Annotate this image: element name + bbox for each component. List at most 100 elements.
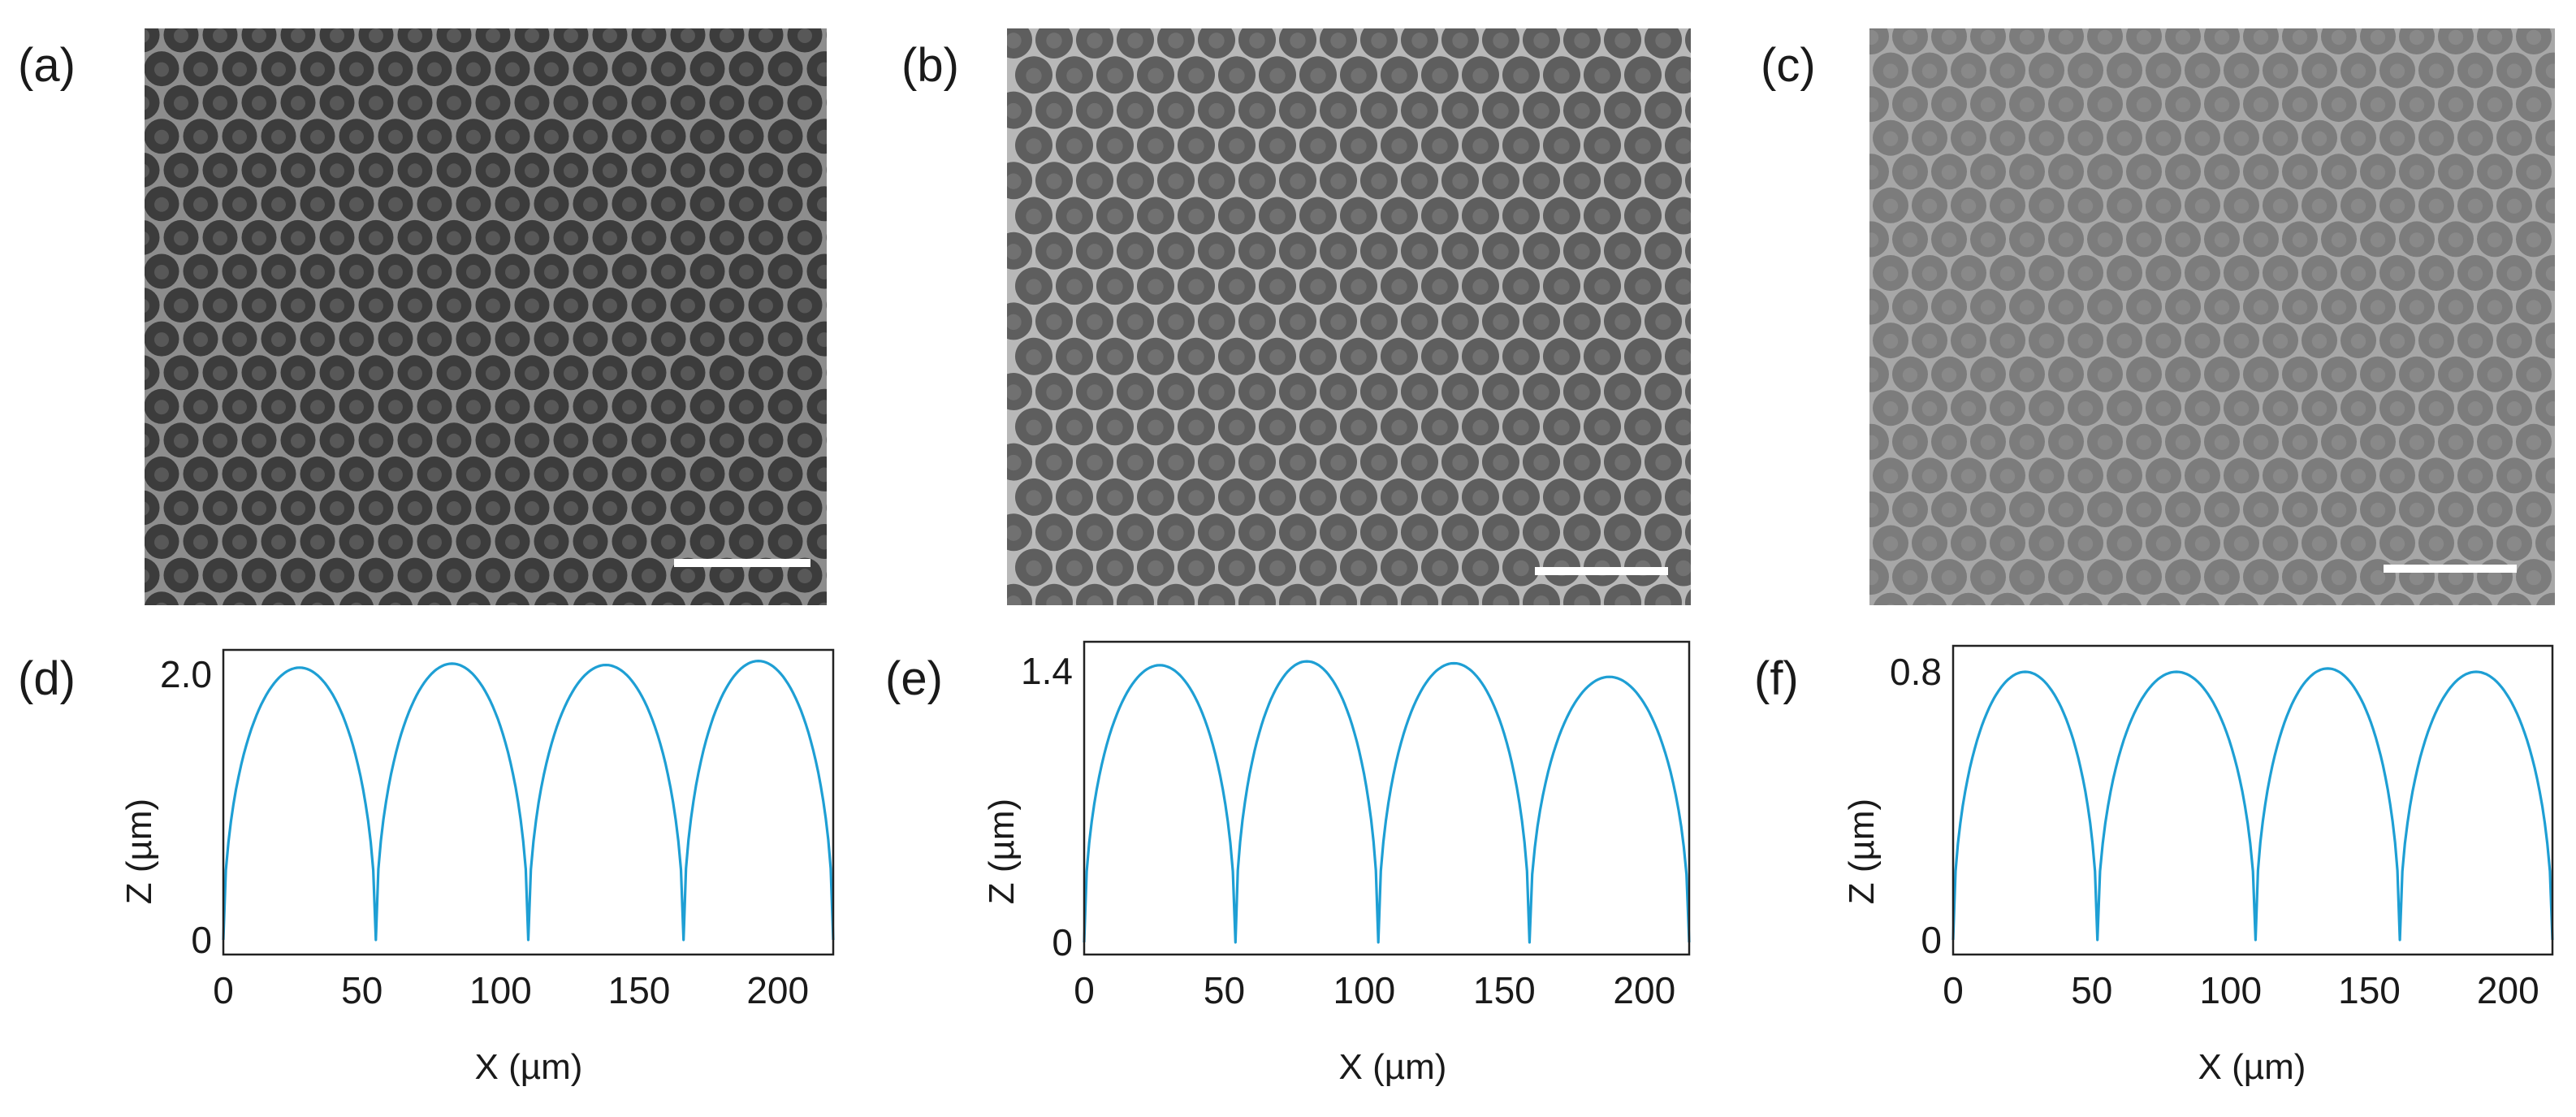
microlens <box>2457 255 2493 291</box>
microlens <box>1299 337 1337 375</box>
microlens-highlight <box>759 96 773 111</box>
microlens <box>280 557 316 593</box>
microlens <box>1117 373 1154 410</box>
microlens-highlight <box>2214 435 2230 450</box>
microlens <box>2282 491 2318 527</box>
microlens <box>1360 302 1398 340</box>
microlens-highlight <box>1960 63 1977 79</box>
microlens-highlight <box>2077 536 2094 552</box>
microlens-highlight <box>681 163 695 179</box>
microlens <box>1421 548 1459 587</box>
microlens-highlight <box>2019 165 2035 180</box>
microlens <box>709 422 745 458</box>
microlens <box>1584 337 1621 375</box>
microlens-highlight <box>622 535 637 550</box>
microlens <box>1238 91 1276 129</box>
microlens <box>1873 457 1908 494</box>
microlens-highlight <box>2487 502 2503 518</box>
microlens-highlight <box>2389 63 2405 79</box>
microlens <box>397 84 433 120</box>
microlens-highlight <box>2058 232 2074 248</box>
microlens-highlight <box>2194 536 2211 552</box>
microlens-highlight <box>1148 630 1163 646</box>
microlens <box>1951 119 1986 156</box>
microlens-highlight <box>2389 266 2405 282</box>
microlens-highlight <box>700 197 715 212</box>
microlens <box>846 389 881 424</box>
microlens-highlight <box>2058 165 2074 180</box>
microlens <box>1604 513 1641 552</box>
microlens <box>1096 478 1134 516</box>
microlens-highlight <box>1046 595 1062 605</box>
microlens-highlight <box>661 332 676 348</box>
microlens <box>495 119 530 154</box>
microlens <box>671 626 706 660</box>
microlens <box>2048 491 2084 527</box>
microlens <box>261 591 296 605</box>
microlens <box>1259 56 1296 94</box>
microlens-highlight <box>1493 173 1509 189</box>
microlens-highlight <box>681 28 695 43</box>
microlens-highlight <box>1533 595 1549 605</box>
microlens <box>2496 255 2532 291</box>
microlens <box>709 355 745 391</box>
microlens <box>787 422 823 458</box>
microlens-highlight <box>2077 333 2094 349</box>
microlens-highlight <box>486 298 500 314</box>
microlens-highlight <box>741 602 752 605</box>
microlens <box>1259 267 1296 305</box>
microlens <box>2146 255 2181 291</box>
microlens <box>709 288 745 323</box>
microlens-highlight <box>1310 349 1326 366</box>
microlens <box>1502 619 1540 656</box>
microlens-highlight <box>1472 419 1489 435</box>
microlens-highlight <box>1980 300 1996 315</box>
microlens <box>1873 52 1908 89</box>
microlens-highlight <box>564 501 578 516</box>
microlens <box>1584 408 1621 446</box>
microlens <box>1035 91 1073 129</box>
microlens-highlight <box>642 366 656 381</box>
microlens-highlight <box>1554 208 1570 225</box>
microlens <box>1401 583 1438 605</box>
plot-e-xtick-label: 150 <box>1473 969 1536 1011</box>
microlens <box>2107 187 2142 223</box>
microlens <box>280 152 316 188</box>
microlens-highlight <box>1472 630 1488 646</box>
microlens-highlight <box>1716 490 1731 505</box>
microlens-highlight <box>2331 29 2347 45</box>
microlens-highlight <box>1087 102 1103 119</box>
microlens-highlight <box>1696 103 1711 119</box>
microlens <box>495 186 530 222</box>
microlens <box>1096 197 1134 235</box>
microlens-highlight <box>564 366 578 381</box>
microlens-highlight <box>388 535 403 550</box>
microlens <box>593 626 628 660</box>
microlens <box>2555 221 2576 257</box>
microlens-highlight <box>1980 29 1996 45</box>
microlens-highlight <box>330 636 344 651</box>
microlens-highlight <box>2350 333 2366 349</box>
microlens-highlight <box>2019 502 2035 518</box>
microlens-highlight <box>1188 419 1204 435</box>
microlens-highlight <box>1148 349 1164 366</box>
microlens-highlight <box>2077 401 2094 417</box>
microlens-highlight <box>2272 401 2289 417</box>
microlens-highlight <box>1675 138 1691 154</box>
microlens-highlight <box>2409 502 2425 518</box>
panel-label-b: (b) <box>901 39 959 92</box>
microlens-highlight <box>2292 300 2308 315</box>
microlens-highlight <box>1921 266 1938 282</box>
microlens-highlight <box>642 433 656 448</box>
microlens <box>145 28 160 53</box>
microlens <box>1381 267 1418 305</box>
microlens-highlight <box>797 231 812 246</box>
microlens <box>728 253 764 289</box>
microlens <box>670 288 706 323</box>
microlens <box>2418 187 2454 223</box>
microlens-highlight <box>720 163 734 179</box>
microlens <box>1624 337 1662 375</box>
microlens-highlight <box>291 569 305 584</box>
microlens-highlight <box>349 265 364 279</box>
microlens <box>2087 423 2123 460</box>
